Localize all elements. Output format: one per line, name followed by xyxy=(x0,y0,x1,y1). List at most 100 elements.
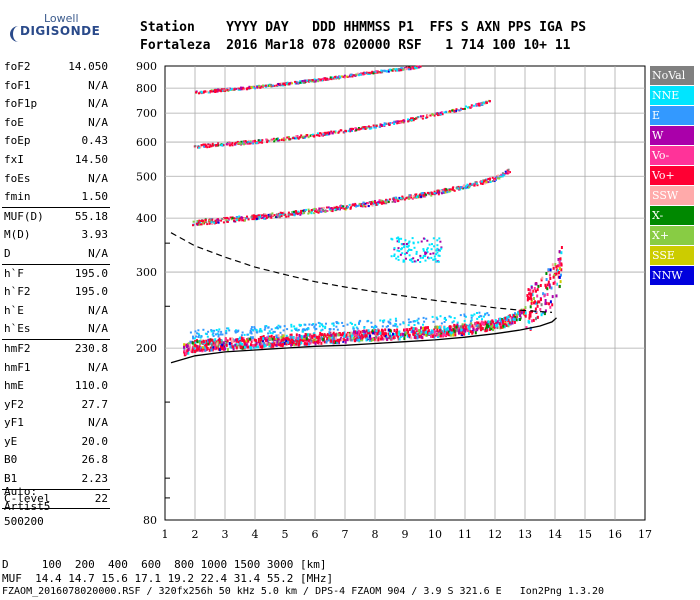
echo-point xyxy=(196,340,199,344)
echo-point xyxy=(332,331,335,335)
echo-point xyxy=(371,70,374,73)
echo-point xyxy=(215,89,218,92)
echo-point xyxy=(448,315,451,318)
echo-point xyxy=(369,334,371,338)
echo-point xyxy=(330,333,333,337)
header-row-labels: Station YYYY DAY DDD HHMMSS P1 FFS S AXN… xyxy=(140,20,587,35)
echo-point xyxy=(465,185,468,188)
echo-point xyxy=(530,297,533,301)
echo-point xyxy=(321,323,324,326)
echo-point xyxy=(267,326,270,329)
echo-point xyxy=(407,118,409,121)
echo-point xyxy=(320,341,323,345)
echo-point xyxy=(336,328,339,331)
echo-point xyxy=(226,348,229,351)
echo-point xyxy=(462,325,464,329)
echo-point xyxy=(337,339,340,343)
echo-point xyxy=(202,328,205,331)
echo-point xyxy=(200,144,203,147)
echo-point xyxy=(422,254,425,257)
echo-point xyxy=(382,202,385,205)
echo-point xyxy=(314,338,317,341)
echo-point xyxy=(247,345,250,349)
echo-point xyxy=(308,210,310,213)
echo-point xyxy=(294,80,297,83)
echo-point xyxy=(394,68,397,71)
echo-point xyxy=(199,342,202,346)
echo-point xyxy=(265,336,268,340)
echo-point xyxy=(455,108,458,111)
echo-point xyxy=(469,182,472,185)
echo-point xyxy=(399,197,402,200)
lowell-digisonde-logo: Lowell DIGISONDE xyxy=(6,6,126,46)
param-row: foF2 14.050 xyxy=(2,58,110,77)
legend-vo-: Vo+ xyxy=(650,166,694,185)
echo-point xyxy=(491,319,494,323)
echo-point xyxy=(232,347,235,351)
echo-point xyxy=(555,282,558,286)
echo-point xyxy=(457,185,460,188)
echo-point xyxy=(326,132,329,135)
echo-point xyxy=(420,335,423,339)
echo-point xyxy=(470,104,473,107)
echo-point xyxy=(433,114,436,117)
echo-point xyxy=(540,313,543,317)
echo-point xyxy=(459,314,462,317)
echo-point xyxy=(195,344,198,348)
echo-point xyxy=(247,141,250,143)
echo-point xyxy=(324,325,327,328)
echo-point xyxy=(558,267,561,270)
echo-point xyxy=(473,183,476,186)
echo-point xyxy=(239,217,242,220)
echo-point xyxy=(377,337,380,341)
echo-point xyxy=(235,338,237,342)
echo-point xyxy=(396,69,399,72)
echo-point xyxy=(282,137,285,140)
echo-point xyxy=(324,132,327,135)
echo-point xyxy=(465,326,468,329)
echo-point xyxy=(398,332,401,336)
echo-point xyxy=(198,219,201,222)
echo-point xyxy=(235,218,238,221)
echo-point xyxy=(482,180,485,183)
echo-point xyxy=(383,319,386,322)
echo-point xyxy=(548,283,551,287)
echo-point xyxy=(448,188,451,191)
echo-point xyxy=(215,346,218,350)
echo-point xyxy=(367,125,370,128)
echo-point xyxy=(268,84,271,87)
echo-point xyxy=(260,338,263,342)
echo-point xyxy=(296,329,299,332)
echo-point xyxy=(380,334,383,338)
echo-point xyxy=(248,85,251,88)
echo-point xyxy=(304,342,307,346)
echo-point xyxy=(221,144,223,147)
echo-point xyxy=(395,121,397,124)
echo-point xyxy=(215,344,218,348)
header-row-values: Fortaleza 2016 Mar18 078 020000 RSF 1 71… xyxy=(140,38,571,53)
echo-point xyxy=(297,342,300,346)
echo-point xyxy=(527,288,530,292)
echo-point xyxy=(333,206,336,209)
echo-point xyxy=(419,256,422,259)
echo-point xyxy=(530,301,533,305)
echo-point xyxy=(276,327,279,330)
echo-point xyxy=(218,348,221,352)
echo-point xyxy=(291,338,294,342)
echo-point xyxy=(470,314,473,317)
param-name: hmF2 xyxy=(4,341,31,355)
echo-point xyxy=(413,335,416,339)
echo-point xyxy=(222,88,225,91)
echo-point xyxy=(213,329,216,332)
echo-point xyxy=(529,311,532,315)
echo-point xyxy=(307,79,310,82)
echo-point xyxy=(260,85,263,88)
echo-point xyxy=(482,322,485,326)
echo-point xyxy=(526,294,529,298)
echo-point xyxy=(221,333,224,336)
echo-point xyxy=(398,240,400,243)
echo-point xyxy=(408,333,410,337)
echo-point xyxy=(295,137,298,140)
echo-point xyxy=(195,222,198,225)
echo-point xyxy=(365,71,368,74)
